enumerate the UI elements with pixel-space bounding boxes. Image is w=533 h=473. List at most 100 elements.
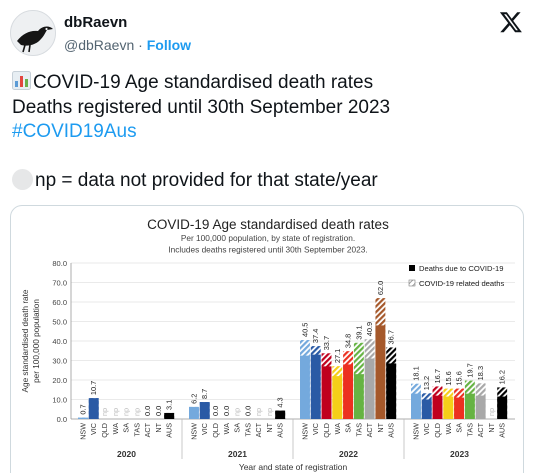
np-label: np (132, 408, 141, 416)
data-label: 16.2 (498, 370, 507, 384)
x-tick-label: TAS (465, 423, 474, 437)
x-tick-label: TAS (132, 423, 141, 437)
x-tick-label: ACT (476, 422, 485, 437)
data-label: 16.7 (433, 369, 442, 383)
bar-QLD-2023 (432, 395, 443, 419)
x-tick-label: NT (487, 422, 496, 432)
bar-TAS-2022 (353, 374, 364, 419)
x-tick-label: QLD (322, 423, 331, 438)
legend-swatch-due (409, 265, 415, 271)
x-tick-label: VIC (89, 423, 98, 435)
x-tick-label: NSW (300, 423, 309, 440)
tweet-line-2: Deaths registered until 30th September 2… (12, 96, 391, 118)
data-label: 0.0 (243, 406, 252, 416)
np-label: np (100, 408, 109, 416)
avatar[interactable] (10, 10, 56, 56)
tweet-title: COVID-19 Age standardised death rates (33, 72, 374, 93)
bar-NSW-2021 (189, 406, 199, 419)
y-axis-title: per 100,000 population (32, 299, 41, 383)
np-label: np (254, 408, 263, 416)
tweet-line-4: np = data not provided for that state/ye… (12, 169, 524, 194)
year-label: 2022 (339, 449, 358, 459)
bar-AUS-2022 (386, 363, 397, 419)
x-tick-label: WA (222, 423, 231, 435)
x-tick-label: AUS (387, 423, 396, 438)
x-tick-label: QLD (100, 423, 109, 438)
year-label: 2020 (117, 449, 136, 459)
bar-chart-emoji (12, 71, 31, 90)
data-label: 62.0 (376, 281, 385, 295)
y-tick-label: 30.0 (52, 357, 67, 366)
data-label: 0.7 (78, 404, 87, 414)
legend-label: Deaths due to COVID-19 (419, 264, 503, 273)
np-label: np (122, 408, 131, 416)
y-tick-label: 20.0 (52, 376, 67, 385)
x-tick-label: VIC (422, 423, 431, 435)
chart-title: COVID-19 Age standardised death rates (147, 217, 389, 232)
tweet-text: COVID-19 Age standardised death rates De… (12, 71, 524, 194)
chart-image[interactable]: COVID-19 Age standardised death rates Per… (10, 205, 524, 473)
legend-label: COVID-19 related deaths (419, 279, 504, 288)
x-tick-label: WA (333, 423, 342, 435)
x-tick-label: SA (455, 423, 464, 433)
np-label: np (111, 408, 120, 416)
bar-NSW-2022 (300, 355, 310, 419)
handle-row: @dbRaevn · Follow (64, 37, 191, 53)
bar-VIC-2023 (421, 399, 432, 419)
x-axis-title: Year and state of registration (239, 462, 348, 472)
blank-line (12, 145, 524, 170)
x-tick-label: ACT (143, 422, 152, 437)
data-label: 0.0 (222, 406, 231, 416)
bar-WA-2022 (332, 376, 343, 419)
data-label: 34.8 (344, 334, 353, 348)
tweet-line-1: COVID-19 Age standardised death rates (12, 71, 524, 96)
np-label: np (487, 408, 496, 416)
x-tick-label: WA (444, 423, 453, 435)
x-logo-icon[interactable] (499, 10, 523, 34)
follow-button[interactable]: Follow (146, 37, 192, 53)
x-tick-label: NT (376, 422, 385, 432)
legend-swatch-related (408, 279, 416, 287)
bar-AUS-2023 (497, 396, 508, 419)
x-tick-label: SA (122, 423, 131, 433)
x-tick-label: TAS (354, 423, 363, 437)
bar-ACT-2023 (475, 395, 486, 419)
chart-subtitle: Includes deaths registered until 30th Se… (168, 245, 367, 255)
data-label: 27.1 (333, 349, 342, 363)
np-label: np (233, 408, 242, 416)
separator: · (138, 37, 143, 53)
x-tick-label: AUS (276, 423, 285, 438)
bar-ACT-2022 (364, 358, 375, 419)
x-tick-label: SA (233, 423, 242, 433)
chart: COVID-19 Age standardised death ratesPer… (21, 217, 515, 472)
data-label: 19.7 (465, 363, 474, 377)
hashtag-link[interactable]: #COVID19Aus (12, 121, 137, 142)
data-label: 0.0 (211, 406, 220, 416)
x-tick-label: ACT (365, 422, 374, 437)
handle[interactable]: @dbRaevn (64, 37, 135, 53)
y-tick-label: 60.0 (52, 298, 67, 307)
data-label: 40.9 (365, 322, 374, 336)
display-name[interactable]: dbRaevn (64, 14, 128, 31)
raven-avatar-icon (11, 11, 55, 55)
data-label: 33.7 (322, 336, 331, 350)
bar-AUS-2020 (164, 412, 175, 419)
y-tick-label: 10.0 (52, 396, 67, 405)
x-tick-label: NT (265, 422, 274, 432)
x-tick-label: NSW (189, 423, 198, 440)
data-label: 40.5 (300, 323, 309, 337)
x-tick-label: ACT (254, 422, 263, 437)
x-tick-label: QLD (433, 423, 442, 438)
data-label: 15.6 (444, 371, 453, 385)
data-label: 8.7 (200, 389, 209, 399)
bar-VIC-2022 (310, 354, 321, 419)
bar-TAS-2023 (464, 393, 475, 419)
data-label: 18.1 (411, 366, 420, 380)
y-tick-label: 40.0 (52, 337, 67, 346)
data-label: 18.3 (476, 366, 485, 380)
bar-AUS-2021 (275, 410, 286, 419)
chart-subtitle: Per 100,000 population, by state of regi… (181, 233, 355, 243)
x-tick-label: AUS (165, 423, 174, 438)
x-tick-label: NSW (78, 423, 87, 440)
